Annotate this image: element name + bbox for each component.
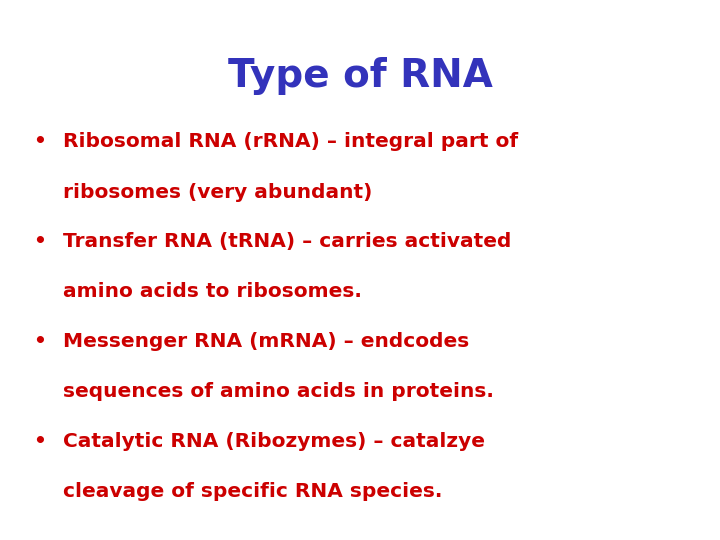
Text: Transfer RNA (tRNA) – carries activated: Transfer RNA (tRNA) – carries activated (63, 232, 512, 251)
Text: Messenger RNA (mRNA) – endcodes: Messenger RNA (mRNA) – endcodes (63, 332, 469, 351)
Text: amino acids to ribosomes.: amino acids to ribosomes. (63, 282, 362, 301)
Text: •: • (33, 432, 46, 451)
Text: Type of RNA: Type of RNA (228, 57, 492, 94)
Text: •: • (33, 132, 46, 151)
Text: •: • (33, 232, 46, 251)
Text: •: • (33, 332, 46, 351)
Text: cleavage of specific RNA species.: cleavage of specific RNA species. (63, 482, 443, 501)
Text: ribosomes (very abundant): ribosomes (very abundant) (63, 183, 373, 201)
Text: Ribosomal RNA (rRNA) – integral part of: Ribosomal RNA (rRNA) – integral part of (63, 132, 518, 151)
Text: Catalytic RNA (Ribozymes) – catalzye: Catalytic RNA (Ribozymes) – catalzye (63, 432, 485, 451)
Text: sequences of amino acids in proteins.: sequences of amino acids in proteins. (63, 382, 494, 401)
